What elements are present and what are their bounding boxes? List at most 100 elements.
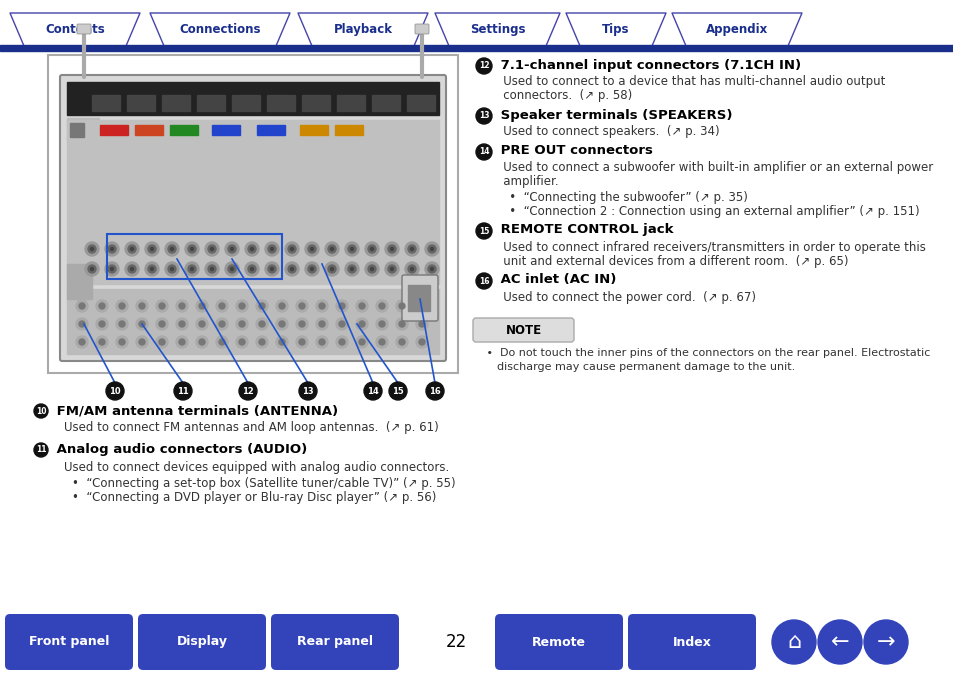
Circle shape — [298, 382, 316, 400]
Circle shape — [119, 303, 125, 309]
Polygon shape — [671, 13, 801, 46]
Circle shape — [476, 273, 492, 289]
Circle shape — [255, 336, 268, 348]
Circle shape — [378, 321, 385, 327]
Circle shape — [416, 336, 428, 348]
Circle shape — [368, 245, 375, 253]
Text: Used to connect devices equipped with analog audio connectors.: Used to connect devices equipped with an… — [49, 460, 449, 474]
Bar — [372, 95, 399, 111]
Text: discharge may cause permanent damage to the unit.: discharge may cause permanent damage to … — [476, 362, 795, 372]
Circle shape — [271, 248, 274, 250]
Circle shape — [278, 303, 285, 309]
Circle shape — [375, 336, 388, 348]
Circle shape — [388, 245, 395, 253]
Circle shape — [348, 245, 355, 253]
Circle shape — [348, 265, 355, 273]
Circle shape — [156, 336, 168, 348]
Circle shape — [285, 262, 298, 276]
Text: Index: Index — [672, 635, 711, 649]
Circle shape — [235, 336, 248, 348]
Text: •  “Connecting the subwoofer” (↗ p. 35): • “Connecting the subwoofer” (↗ p. 35) — [497, 190, 747, 203]
Text: 22: 22 — [445, 633, 466, 651]
Text: ⌂: ⌂ — [786, 632, 801, 652]
Circle shape — [116, 300, 128, 312]
Circle shape — [325, 262, 338, 276]
FancyBboxPatch shape — [5, 614, 132, 670]
Circle shape — [88, 245, 96, 253]
Circle shape — [315, 300, 328, 312]
Circle shape — [430, 267, 433, 271]
Circle shape — [258, 339, 265, 345]
Bar — [107, 234, 282, 279]
Circle shape — [79, 321, 85, 327]
Circle shape — [385, 242, 398, 256]
Bar — [162, 95, 190, 111]
Circle shape — [139, 303, 145, 309]
Circle shape — [195, 336, 208, 348]
Bar — [70, 123, 84, 137]
Circle shape — [179, 321, 185, 327]
Text: FM/AM antenna terminals (ANTENNA): FM/AM antenna terminals (ANTENNA) — [52, 404, 337, 417]
Circle shape — [275, 318, 288, 330]
Circle shape — [328, 245, 335, 253]
Circle shape — [418, 303, 424, 309]
Text: Speaker terminals (SPEAKERS): Speaker terminals (SPEAKERS) — [496, 108, 732, 122]
Circle shape — [145, 242, 159, 256]
Text: Contents: Contents — [45, 23, 105, 36]
Bar — [67, 264, 91, 299]
Circle shape — [199, 303, 205, 309]
Text: Used to connect to a device that has multi-channel audio output: Used to connect to a device that has mul… — [492, 75, 884, 89]
Text: Playback: Playback — [334, 23, 392, 36]
Circle shape — [99, 321, 105, 327]
Circle shape — [398, 321, 405, 327]
Text: 10: 10 — [109, 386, 121, 396]
Circle shape — [111, 248, 113, 250]
Circle shape — [426, 382, 443, 400]
Circle shape — [410, 248, 413, 250]
Circle shape — [173, 382, 192, 400]
Bar — [0, 45, 953, 51]
Bar — [91, 95, 120, 111]
Polygon shape — [10, 13, 140, 46]
Circle shape — [188, 265, 195, 273]
Circle shape — [350, 267, 354, 271]
Circle shape — [288, 245, 295, 253]
Bar — [100, 125, 128, 135]
Text: 11: 11 — [35, 446, 46, 454]
Circle shape — [278, 339, 285, 345]
Circle shape — [156, 300, 168, 312]
Circle shape — [179, 303, 185, 309]
Circle shape — [205, 242, 219, 256]
Text: 14: 14 — [478, 147, 489, 157]
Bar — [67, 82, 438, 115]
Circle shape — [310, 248, 314, 250]
Circle shape — [378, 339, 385, 345]
Text: 13: 13 — [302, 386, 314, 396]
Circle shape — [275, 336, 288, 348]
Circle shape — [96, 318, 108, 330]
Circle shape — [325, 242, 338, 256]
Circle shape — [76, 300, 88, 312]
Circle shape — [310, 267, 314, 271]
Circle shape — [370, 248, 374, 250]
Circle shape — [424, 262, 438, 276]
Circle shape — [235, 300, 248, 312]
Circle shape — [156, 318, 168, 330]
Ellipse shape — [771, 620, 815, 664]
Circle shape — [418, 339, 424, 345]
Circle shape — [88, 265, 96, 273]
Circle shape — [208, 265, 215, 273]
Circle shape — [248, 265, 255, 273]
Bar — [67, 118, 99, 140]
FancyBboxPatch shape — [495, 614, 622, 670]
Text: Used to connect speakers.  (↗ p. 34): Used to connect speakers. (↗ p. 34) — [492, 125, 719, 139]
Circle shape — [268, 265, 275, 273]
FancyBboxPatch shape — [401, 275, 437, 321]
Circle shape — [165, 242, 179, 256]
Circle shape — [370, 267, 374, 271]
Text: 14: 14 — [367, 386, 378, 396]
Circle shape — [219, 339, 225, 345]
Circle shape — [398, 303, 405, 309]
Circle shape — [171, 248, 173, 250]
Circle shape — [136, 318, 148, 330]
